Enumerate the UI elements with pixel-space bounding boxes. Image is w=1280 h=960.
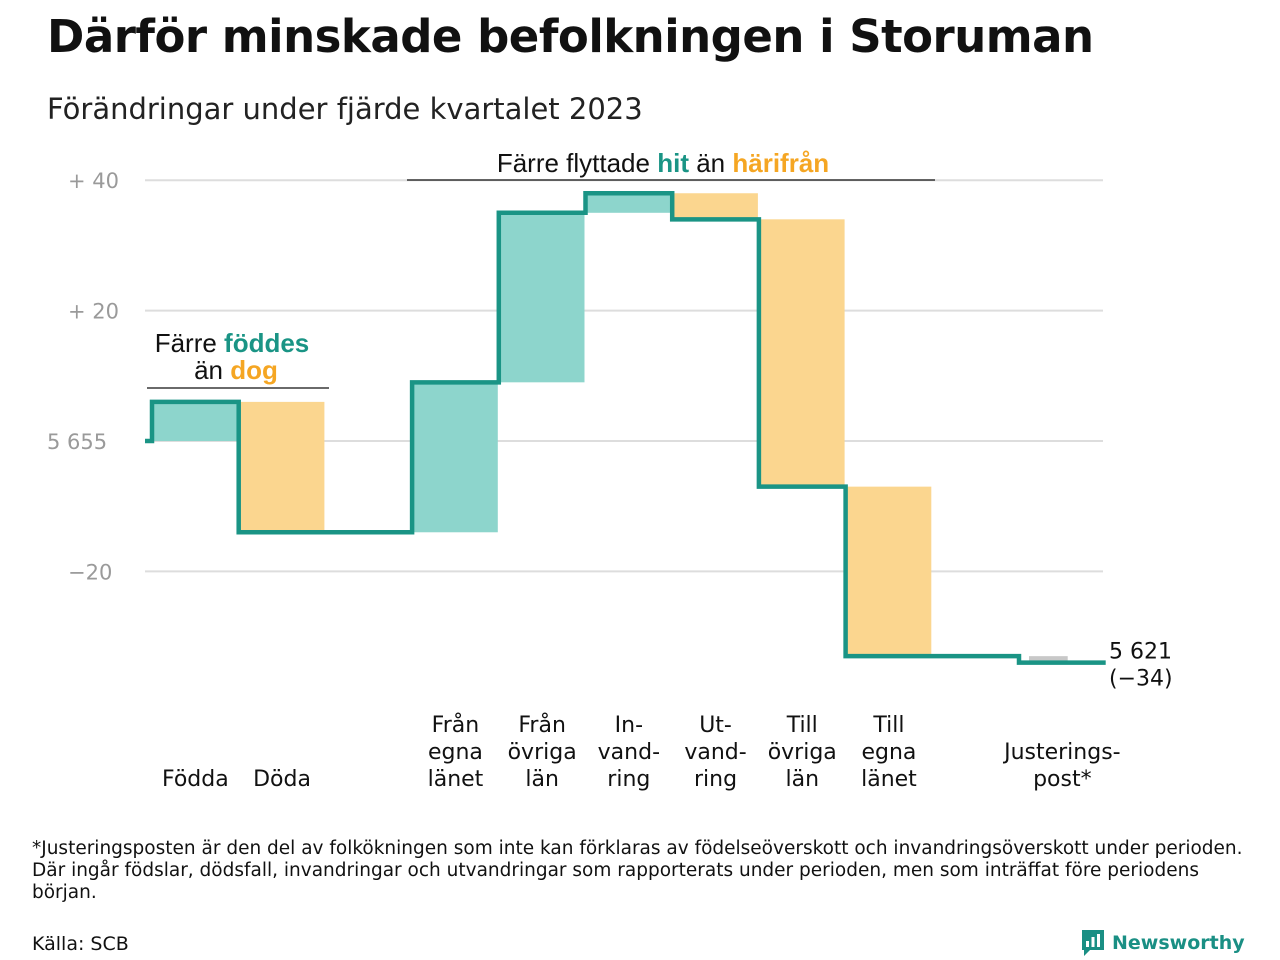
category-label: ring — [694, 767, 737, 792]
category-label: övriga — [508, 740, 577, 765]
cumulative-step-line — [145, 190, 1106, 665]
bar-Frånövrigalän — [498, 212, 585, 383]
category-label: ring — [607, 767, 650, 792]
brand-logo: Newsworthy — [1080, 928, 1245, 958]
chart-title: Därför minskade befolkningen i Storuman — [47, 10, 1094, 63]
end-value-label: 5 621 — [1109, 640, 1172, 665]
y-tick-label: + 40 — [68, 169, 119, 193]
category-label: Födda — [162, 767, 229, 792]
category-label: länet — [861, 767, 917, 792]
bar-Frånegnalänet — [412, 382, 498, 533]
annotation-migration: Färre flyttade hit än härifrån — [497, 148, 829, 178]
y-tick-label: −20 — [68, 560, 112, 584]
category-label: egna — [861, 740, 916, 765]
category-label: vand- — [598, 740, 660, 765]
category-label: län — [785, 767, 819, 792]
category-label: län — [525, 767, 559, 792]
category-label: länet — [428, 767, 484, 792]
bar-Födda — [152, 401, 238, 441]
annotation-highlight-away: härifrån — [732, 148, 829, 178]
annotation-births-line2: än dog — [194, 355, 278, 385]
category-label: post* — [1033, 767, 1092, 792]
annotation-text: än — [194, 355, 230, 385]
annotation-text: Färre flyttade — [497, 148, 657, 178]
chart-subtitle: Förändringar under fjärde kvartalet 2023 — [47, 92, 643, 126]
annotation-text: än — [689, 148, 732, 178]
annotation-highlight-here: hit — [657, 148, 689, 178]
end-change-label: (−34) — [1109, 667, 1173, 692]
start-value-label: 5 655 — [47, 430, 107, 454]
category-label: Från — [432, 712, 480, 738]
category-label: Ut- — [699, 713, 732, 738]
bar-Döda — [238, 401, 325, 533]
category-label: Till — [786, 713, 818, 738]
source-label: Källa: SCB — [32, 933, 129, 955]
category-label: In- — [615, 713, 643, 738]
bar-In-vand-ring — [585, 193, 672, 213]
bar-Ut-vand-ring — [672, 193, 758, 220]
category-label: Från — [518, 712, 566, 738]
annotation-highlight-died: dog — [230, 355, 278, 385]
bar-Tillegnalänet — [845, 486, 932, 657]
brand-name: Newsworthy — [1112, 932, 1245, 954]
category-label: övriga — [768, 740, 837, 765]
category-label: egna — [428, 740, 483, 765]
footnote: *Justeringsposten är den del av folkökni… — [32, 838, 1243, 903]
newsworthy-logo-icon — [1082, 930, 1104, 956]
category-label: Döda — [253, 767, 311, 792]
annotation-births-line1: Färre föddes — [155, 328, 310, 358]
category-label: Justerings- — [1002, 740, 1121, 765]
annotation-highlight-born: föddes — [224, 328, 309, 358]
category-label: vand- — [684, 740, 746, 765]
y-tick-label: + 20 — [68, 300, 119, 324]
bar-Justerings-post* — [1029, 656, 1068, 663]
annotation-text: Färre — [155, 328, 224, 358]
bar-Tillövrigalän — [758, 219, 845, 487]
category-label: Till — [872, 713, 904, 738]
